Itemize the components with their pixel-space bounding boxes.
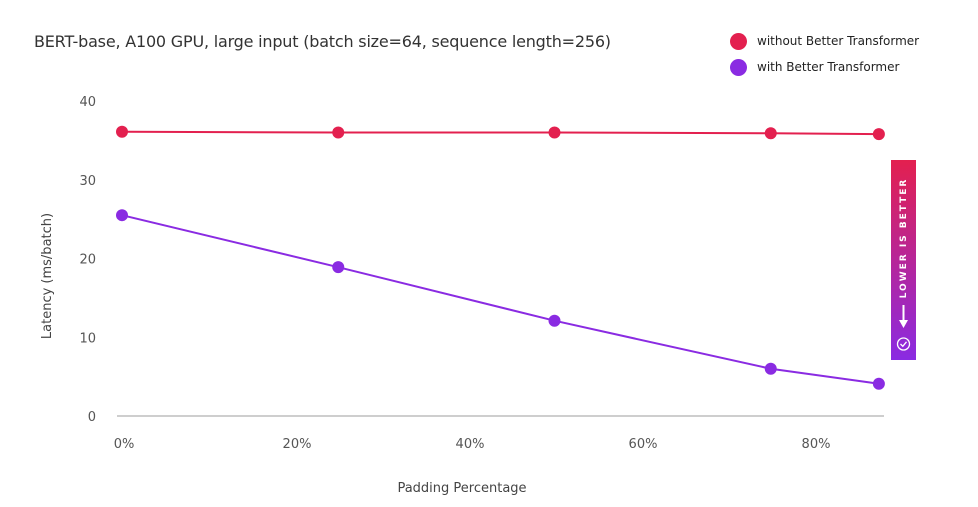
legend-marker-icon bbox=[730, 32, 747, 50]
data-point[interactable] bbox=[332, 126, 345, 139]
x-tick-label: 40% bbox=[456, 437, 485, 452]
y-tick-label: 40 bbox=[79, 95, 96, 110]
y-tick-label: 20 bbox=[79, 253, 96, 268]
x-tick-label: 60% bbox=[629, 437, 658, 452]
arrow-down-icon bbox=[899, 305, 908, 328]
legend-label: without Better Transformer bbox=[757, 34, 920, 48]
data-point[interactable] bbox=[872, 128, 885, 141]
legend-item-with-bt[interactable]: with Better Transformer bbox=[730, 54, 919, 80]
data-point[interactable] bbox=[764, 362, 777, 375]
legend-label: with Better Transformer bbox=[757, 60, 900, 74]
y-tick-label: 10 bbox=[79, 331, 96, 346]
chart-title: BERT-base, A100 GPU, large input (batch … bbox=[34, 32, 611, 51]
data-point[interactable] bbox=[116, 125, 128, 138]
data-point[interactable] bbox=[872, 377, 885, 390]
legend-marker-icon bbox=[730, 58, 747, 76]
y-tick-label: 0 bbox=[88, 410, 96, 425]
lower-is-better-badge: LOWER IS BETTER bbox=[891, 160, 916, 360]
y-tick-label: 30 bbox=[79, 174, 96, 189]
x-tick-label: 0% bbox=[114, 437, 135, 452]
legend-item-without-bt[interactable]: without Better Transformer bbox=[730, 28, 919, 54]
x-tick-label: 80% bbox=[802, 437, 831, 452]
x-axis-label: Padding Percentage bbox=[397, 481, 526, 496]
data-point[interactable] bbox=[764, 127, 777, 140]
x-tick-label: 20% bbox=[283, 437, 312, 452]
series-line-1 bbox=[121, 214, 880, 385]
data-point[interactable] bbox=[548, 314, 561, 327]
data-point[interactable] bbox=[548, 126, 561, 139]
y-axis-label: Latency (ms/batch) bbox=[40, 213, 55, 339]
check-circle-icon bbox=[896, 337, 911, 351]
data-point[interactable] bbox=[332, 261, 345, 274]
legend: without Better Transformer with Better T… bbox=[730, 28, 919, 80]
data-point[interactable] bbox=[116, 209, 128, 222]
